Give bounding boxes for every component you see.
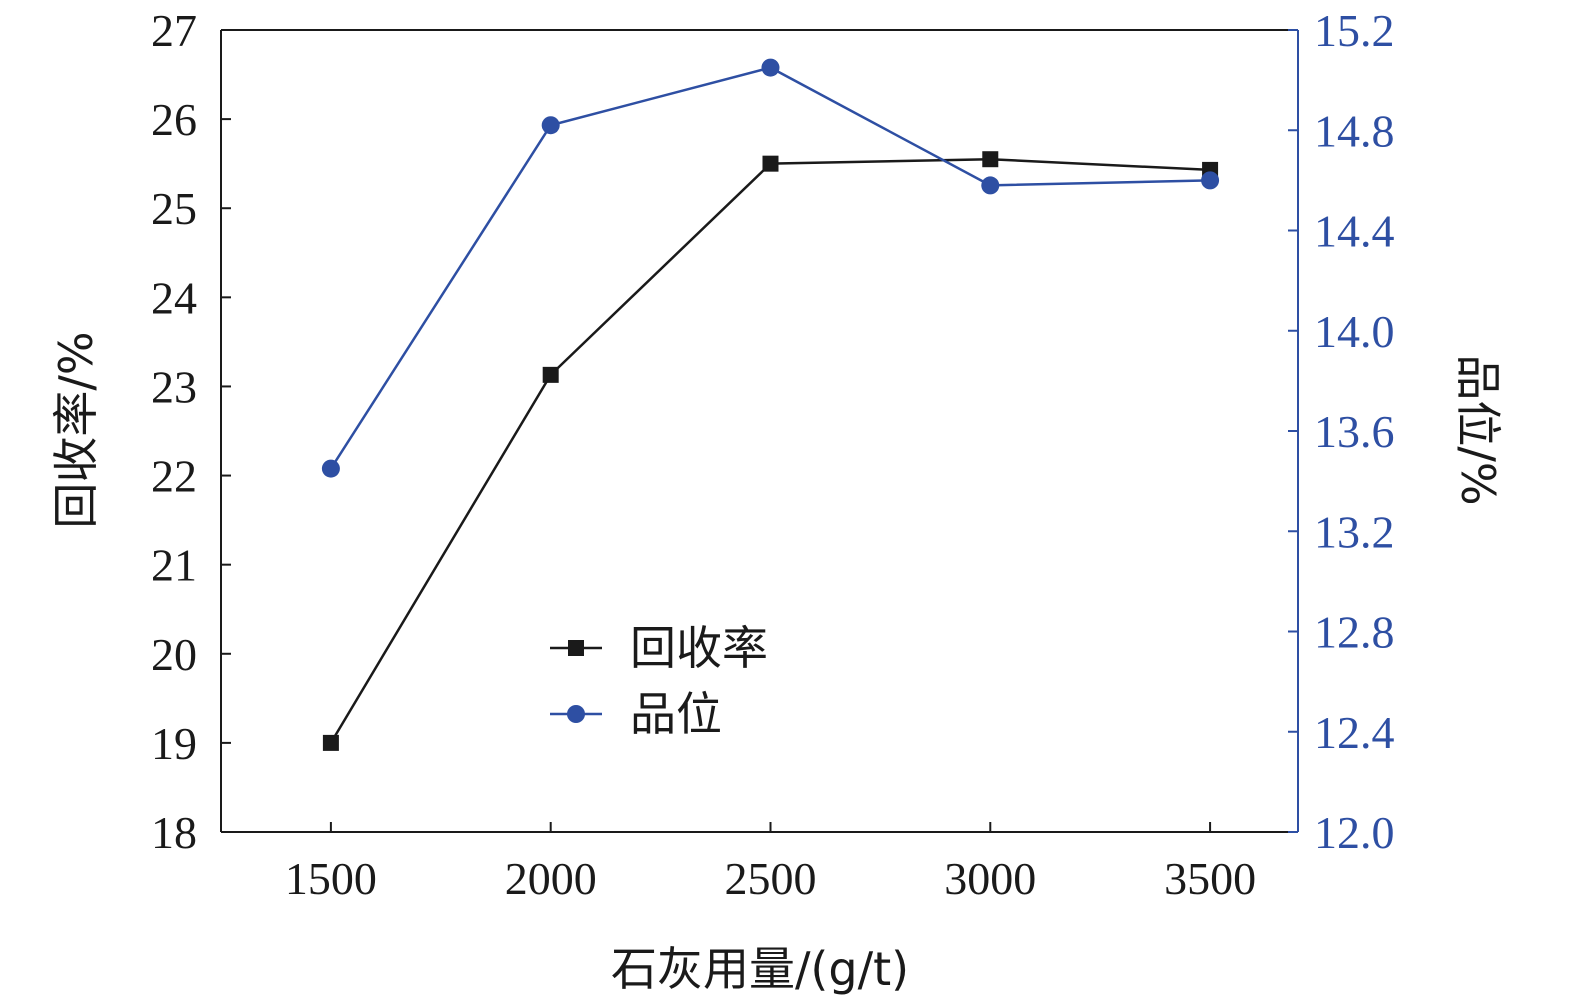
x-tick-label: 3500 <box>1164 853 1256 904</box>
left-y-tick-label: 26 <box>151 94 197 145</box>
x-axis: 1500 2000 2500 3000 3500 <box>285 822 1256 904</box>
left-y-tick-label: 19 <box>151 718 197 769</box>
right-y-tick-label: 13.6 <box>1314 406 1395 457</box>
left-y-tick-label: 27 <box>151 5 197 56</box>
series-layer <box>321 58 1220 751</box>
data-point-circle <box>761 58 780 77</box>
legend-label: 品位 <box>630 687 722 741</box>
data-point-circle <box>541 116 560 135</box>
right-y-axis: 12.0 12.4 12.8 13.2 13.6 14.0 14.4 14.8 15.2 <box>1288 5 1395 858</box>
data-point-square <box>762 155 779 172</box>
data-point-circle <box>1201 171 1220 190</box>
x-tick-label: 3000 <box>944 853 1036 904</box>
left-y-axis-title: 回收率/% <box>49 331 103 528</box>
plot-frame <box>220 29 1299 833</box>
data-point-square <box>322 734 339 751</box>
data-point-circle <box>321 459 340 478</box>
right-y-axis-title: 品位/% <box>1451 354 1505 505</box>
right-y-tick-label: 14.8 <box>1314 105 1395 156</box>
legend-label: 回收率 <box>630 621 768 675</box>
left-y-tick-label: 22 <box>151 451 197 502</box>
right-y-tick-label: 14.0 <box>1314 306 1395 357</box>
data-point-square <box>542 366 559 383</box>
left-y-axis: 18 19 20 21 22 23 24 25 26 27 <box>151 5 231 858</box>
left-y-tick-label: 24 <box>151 272 197 323</box>
left-y-tick-label: 25 <box>151 183 197 234</box>
x-axis-title: 石灰用量/(g/t) <box>611 942 909 996</box>
right-y-tick-label: 14.4 <box>1314 206 1395 257</box>
x-tick-label: 2500 <box>724 853 816 904</box>
right-y-tick-label: 13.2 <box>1314 506 1395 557</box>
legend-marker-circle <box>567 705 585 723</box>
right-y-tick-label: 15.2 <box>1314 5 1395 56</box>
legend-marker-square <box>568 640 584 656</box>
left-y-tick-label: 20 <box>151 629 197 680</box>
right-y-tick-label: 12.8 <box>1314 607 1395 658</box>
series-line-circle <box>329 66 1211 470</box>
data-point-circle <box>981 176 1000 195</box>
x-tick-label: 2000 <box>505 853 597 904</box>
series-line-square <box>329 157 1211 744</box>
x-tick-label: 1500 <box>285 853 377 904</box>
left-y-tick-label: 23 <box>151 361 197 412</box>
left-y-tick-label: 21 <box>151 540 197 591</box>
data-point-square <box>982 151 999 168</box>
right-y-tick-label: 12.0 <box>1314 807 1395 858</box>
left-y-tick-label: 18 <box>151 807 197 858</box>
right-y-tick-label: 12.4 <box>1314 707 1395 758</box>
